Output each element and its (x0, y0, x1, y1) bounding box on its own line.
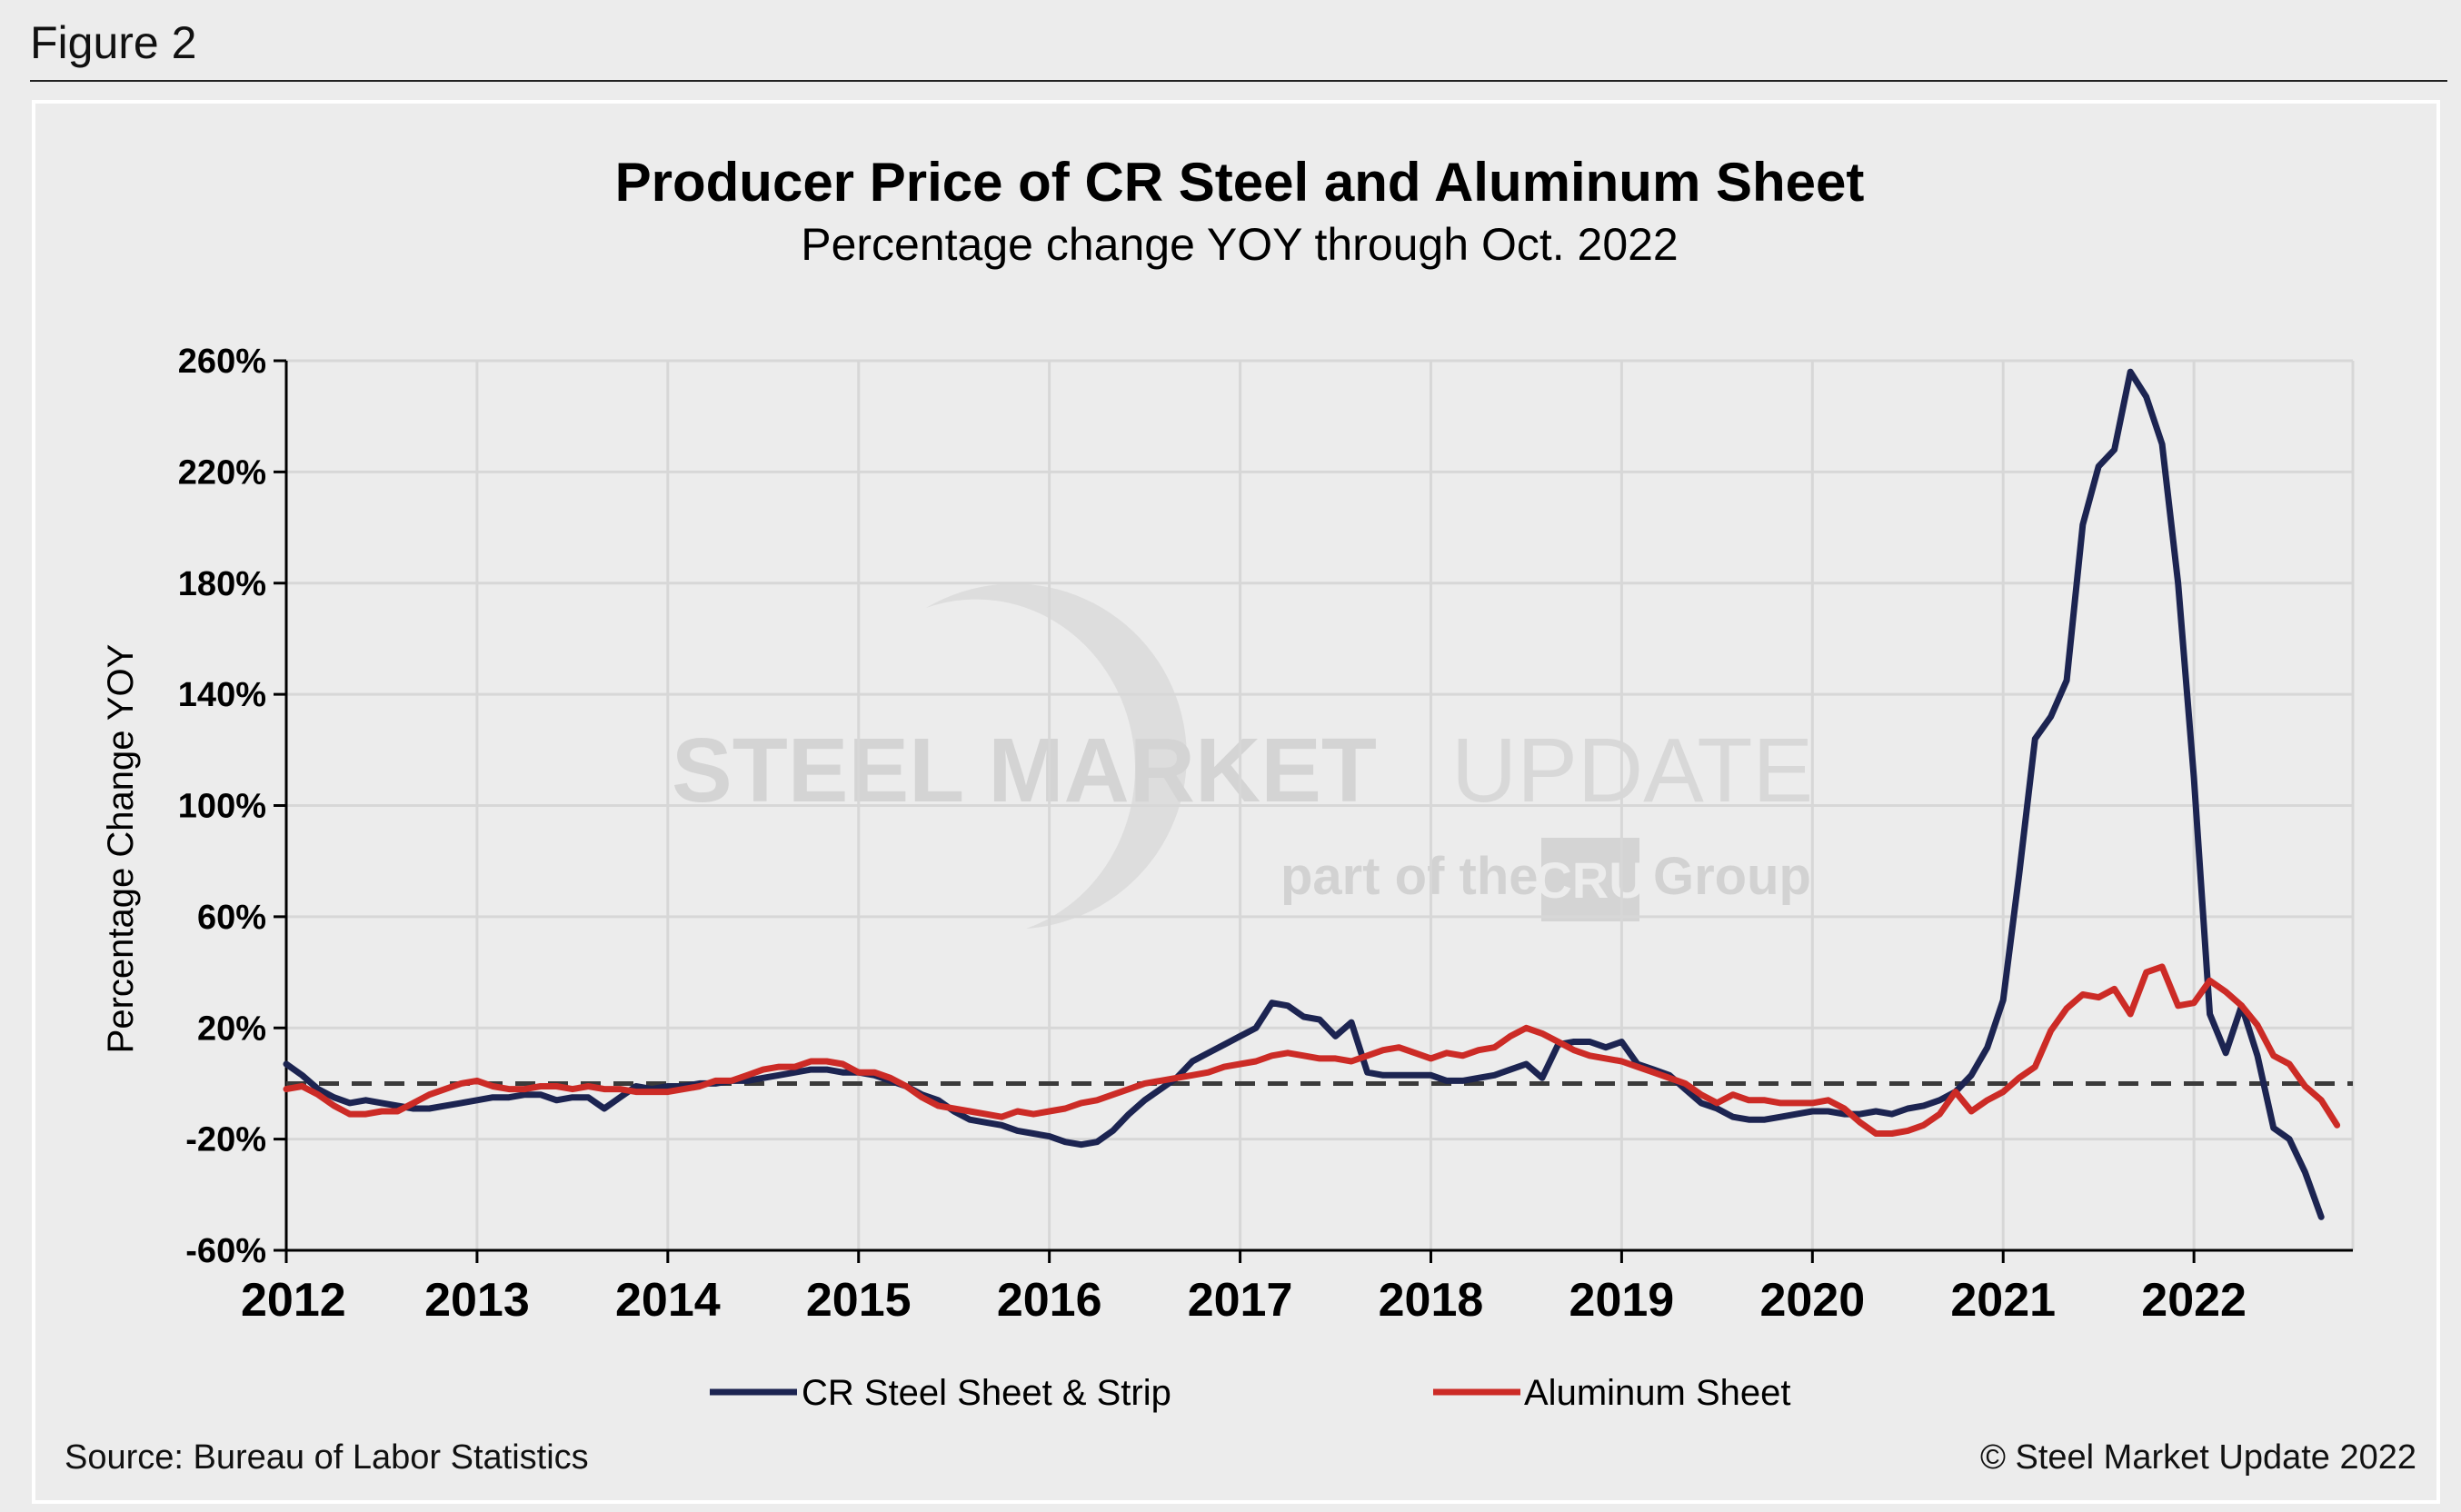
watermark-swoosh-icon (926, 583, 1187, 929)
series-line-aluminum (283, 963, 2341, 1137)
y-tick-label: 180% (178, 565, 266, 603)
copyright-note: © Steel Market Update 2022 (1980, 1438, 2416, 1477)
x-tick-label: 2017 (1188, 1274, 1293, 1327)
y-tick-label: 100% (178, 788, 266, 826)
y-tick-label: 140% (178, 676, 266, 714)
y-tick-label: -20% (185, 1121, 266, 1159)
y-tick-label: 60% (197, 899, 266, 937)
y-tick-label: 20% (197, 1010, 266, 1048)
y-tick-label: 220% (178, 453, 266, 492)
legend-label-steel: CR Steel Sheet & Strip (802, 1373, 1171, 1413)
x-tick-label: 2018 (1379, 1274, 1484, 1327)
x-tick-label: 2014 (615, 1274, 721, 1327)
y-tick-label: -60% (185, 1232, 266, 1270)
watermark: STEEL MARKET UPDATE part of the CRU Grou… (672, 583, 1813, 929)
x-tick-label: 2013 (424, 1274, 530, 1327)
x-tick-label: 2022 (2141, 1274, 2247, 1327)
chart-panel: STEEL MARKET UPDATE part of the CRU Grou… (32, 100, 2440, 1504)
grid-layer (284, 359, 2355, 1252)
watermark-cru-box (1541, 838, 1639, 921)
series-layer (283, 368, 2353, 1220)
x-tick-label: 2016 (997, 1274, 1102, 1327)
chart: STEEL MARKET UPDATE part of the CRU Grou… (65, 152, 2416, 1477)
x-tick-label: 2019 (1569, 1274, 1675, 1327)
legend: CR Steel Sheet & Strip Aluminum Sheet (710, 1373, 1790, 1413)
x-tick-label: 2021 (1950, 1274, 2056, 1327)
series-line-steel (283, 368, 2325, 1220)
figure-label: Figure 2 (30, 17, 197, 68)
axis-layer (274, 359, 2353, 1263)
top-divider (30, 80, 2447, 82)
legend-label-aluminum: Aluminum Sheet (1524, 1373, 1790, 1413)
watermark-tagline-post: Group (1653, 847, 1811, 906)
x-tick-label: 2020 (1759, 1274, 1865, 1327)
watermark-cru: CRU (1535, 851, 1645, 909)
chart-title: Producer Price of CR Steel and Aluminum … (615, 152, 1865, 213)
source-note: Source: Bureau of Labor Statistics (65, 1438, 589, 1477)
watermark-tagline-pre: part of the (1280, 847, 1539, 906)
x-tick-label: 2015 (806, 1274, 912, 1327)
y-tick-label: 260% (178, 343, 266, 381)
y-axis-label: Percentage Change YOY (101, 644, 141, 1054)
x-tick-label: 2012 (241, 1274, 346, 1327)
tick-layer: 260% 220% 180% 140% 100% 60% 20% -20% -60% 2012 20… (178, 343, 2247, 1327)
chart-subtitle: Percentage change YOY through Oct. 2022 (801, 219, 1679, 270)
